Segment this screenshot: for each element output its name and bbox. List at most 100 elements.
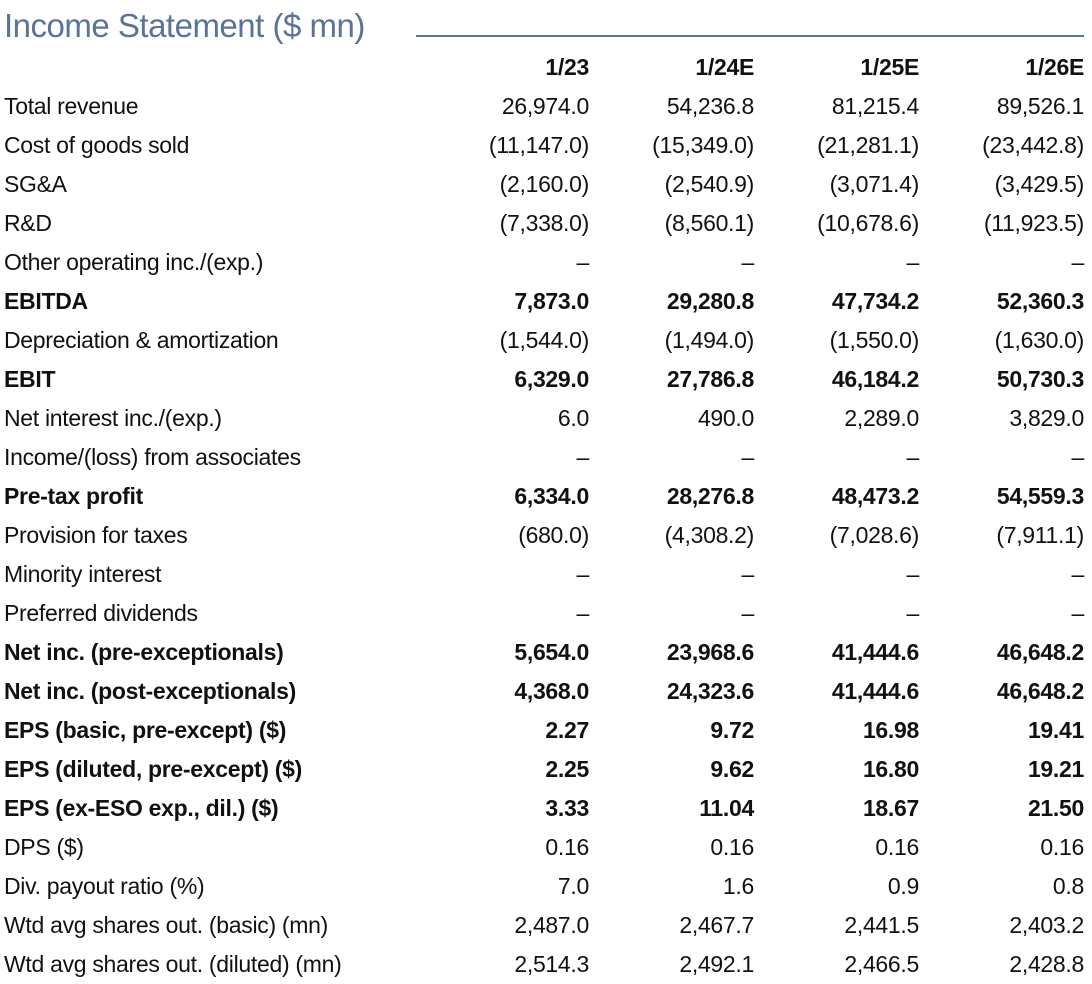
row-value: 0.9 — [887, 873, 919, 899]
row-value: 48,473.2 — [831, 483, 919, 509]
row-value: (11,147.0) — [488, 132, 589, 158]
page-title: Income Statement ($ mn) — [4, 7, 365, 44]
row-value: 6,334.0 — [514, 483, 589, 509]
row-label: Provision for taxes — [4, 522, 188, 548]
row-value: – — [576, 600, 590, 626]
column-header: 1/25E — [860, 54, 919, 80]
row-value: 0.16 — [875, 834, 919, 860]
row-value: 54,236.8 — [666, 93, 754, 119]
row-value: – — [906, 444, 920, 470]
row-label: R&D — [4, 210, 52, 236]
row-value: 6.0 — [557, 405, 589, 431]
row-value: (1,550.0) — [829, 327, 920, 353]
row-label: Other operating inc./(exp.) — [4, 249, 264, 275]
row-value: 26,974.0 — [501, 93, 589, 119]
row-value: 2,487.0 — [514, 912, 589, 938]
row-value: (1,630.0) — [994, 327, 1085, 353]
row-label: Wtd avg shares out. (diluted) (mn) — [4, 951, 342, 977]
row-value: (4,308.2) — [664, 522, 755, 548]
table-row: SG&A (2,160.0) (2,540.9) (3,071.4) (3,429.5) — [4, 165, 1084, 204]
row-value: 7.0 — [557, 873, 589, 899]
table-row: Wtd avg shares out. (basic) (mn) 2,487.0 2… — [4, 906, 1084, 945]
row-value: 46,648.2 — [996, 639, 1084, 665]
row-label: EPS (ex-ESO exp., dil.) ($) — [4, 795, 279, 821]
row-label: Depreciation & amortization — [4, 327, 279, 353]
row-label: DPS ($) — [4, 834, 84, 860]
table-row: EPS (diluted, pre-except) ($) 2.25 9.62 16.… — [4, 750, 1084, 789]
row-value: 41,444.6 — [831, 678, 919, 704]
column-header: 1/26E — [1025, 54, 1084, 80]
row-value: – — [906, 249, 920, 275]
row-value: (680.0) — [518, 522, 589, 548]
row-value: – — [1071, 600, 1085, 626]
row-label: EPS (basic, pre-except) ($) — [4, 717, 287, 743]
row-value: – — [906, 561, 920, 587]
row-value: 3.33 — [545, 795, 589, 821]
row-value: 490.0 — [697, 405, 754, 431]
row-value: (1,494.0) — [664, 327, 755, 353]
row-value: 4,368.0 — [514, 678, 589, 704]
row-value: (3,071.4) — [829, 171, 920, 197]
row-value: – — [741, 444, 755, 470]
row-value: 16.98 — [862, 717, 919, 743]
row-value: 7,873.0 — [514, 288, 589, 314]
table-body: Total revenue 26,974.0 54,236.8 81,215.4 89,… — [4, 87, 1084, 984]
row-value: 19.21 — [1027, 756, 1084, 782]
row-value: 6,329.0 — [514, 366, 589, 392]
row-value: 2,492.1 — [679, 951, 754, 977]
row-value: (8,560.1) — [664, 210, 755, 236]
row-value: 2,514.3 — [514, 951, 589, 977]
column-header: 1/24E — [695, 54, 754, 80]
row-value: (23,442.8) — [982, 132, 1084, 158]
row-value: 89,526.1 — [996, 93, 1084, 119]
row-value: (11,923.5) — [983, 210, 1084, 236]
header-row: 1/23 1/24E 1/25E 1/26E — [4, 48, 1084, 87]
table-row: Provision for taxes (680.0) (4,308.2) (7,02… — [4, 516, 1084, 555]
row-label: SG&A — [4, 171, 67, 197]
row-value: – — [741, 561, 755, 587]
row-value: 2,466.5 — [844, 951, 919, 977]
row-label: EBIT — [4, 366, 56, 392]
row-value: 21.50 — [1027, 795, 1084, 821]
table-row: Net inc. (post-exceptionals) 4,368.0 24,32… — [4, 672, 1084, 711]
income-statement-table: 1/23 1/24E 1/25E 1/26E Total revenue 26,9… — [4, 48, 1084, 984]
table-row: EPS (basic, pre-except) ($) 2.27 9.72 16.98… — [4, 711, 1084, 750]
row-value: 18.67 — [862, 795, 919, 821]
row-value: 50,730.3 — [996, 366, 1084, 392]
row-value: 2,403.2 — [1009, 912, 1084, 938]
row-value: (10,678.6) — [817, 210, 919, 236]
row-value: (21,281.1) — [817, 132, 919, 158]
title-rule — [416, 35, 1084, 37]
row-label: Wtd avg shares out. (basic) (mn) — [4, 912, 329, 938]
row-value: 3,829.0 — [1009, 405, 1084, 431]
row-value: 2,467.7 — [679, 912, 754, 938]
row-value: – — [576, 249, 590, 275]
title-bar: Income Statement ($ mn) — [4, 4, 1084, 48]
row-label: Cost of goods sold — [4, 132, 190, 158]
row-label: Preferred dividends — [4, 600, 198, 626]
row-value: – — [576, 561, 590, 587]
row-value: (7,911.1) — [996, 522, 1084, 548]
table-row: Cost of goods sold (11,147.0) (15,349.0) (2… — [4, 126, 1084, 165]
row-value: 27,786.8 — [666, 366, 754, 392]
row-value: 29,280.8 — [666, 288, 754, 314]
row-value: 2.27 — [545, 717, 589, 743]
row-value: (2,160.0) — [499, 171, 590, 197]
row-label: Income/(loss) from associates — [4, 444, 301, 470]
row-value: 0.16 — [710, 834, 754, 860]
row-value: – — [1071, 561, 1085, 587]
table-row: Net inc. (pre-exceptionals) 5,654.0 23,968… — [4, 633, 1084, 672]
row-label: EPS (diluted, pre-except) ($) — [4, 756, 303, 782]
row-value: 41,444.6 — [831, 639, 919, 665]
row-value: 9.72 — [710, 717, 754, 743]
row-value: 0.16 — [545, 834, 589, 860]
table-row: Other operating inc./(exp.) – – – – — [4, 243, 1084, 282]
row-value: 28,276.8 — [666, 483, 754, 509]
row-value: 2,289.0 — [844, 405, 919, 431]
row-value: 24,323.6 — [666, 678, 754, 704]
row-label: Pre-tax profit — [4, 483, 143, 509]
row-value: 23,968.6 — [666, 639, 754, 665]
row-value: 2,441.5 — [844, 912, 919, 938]
table-row: Preferred dividends – – – – — [4, 594, 1084, 633]
row-label: Minority interest — [4, 561, 162, 587]
